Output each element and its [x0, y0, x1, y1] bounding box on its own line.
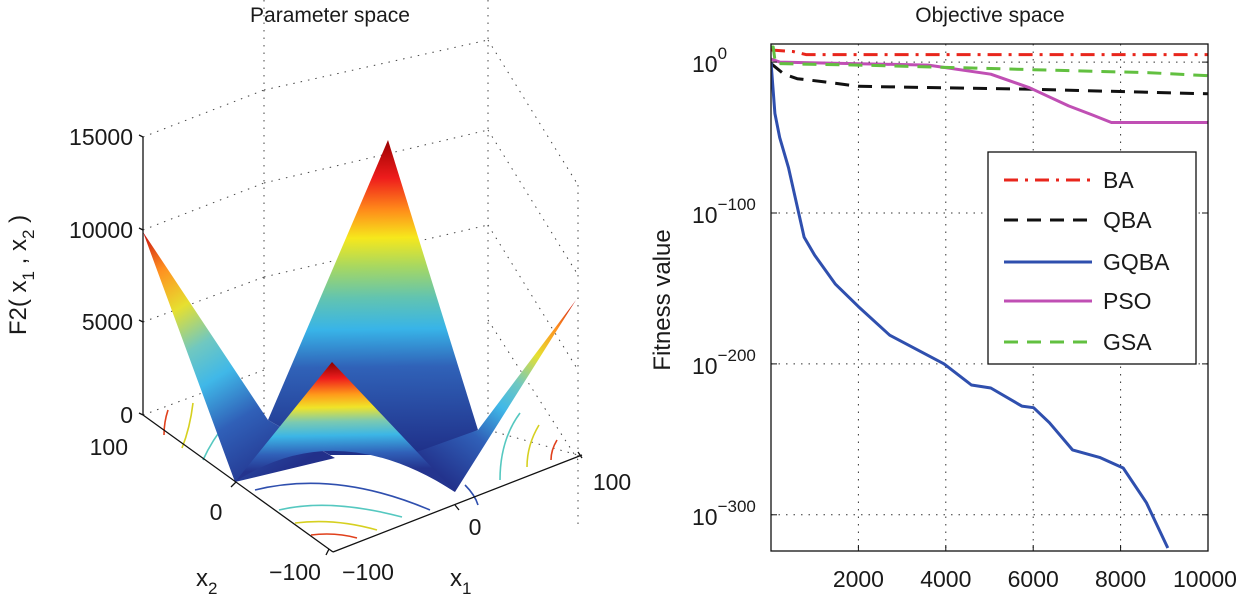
y-tick-label: −100	[269, 559, 321, 585]
legend-label-pso: PSO	[1103, 288, 1152, 314]
plot-frame	[770, 43, 1209, 552]
y-tick-label: 10−300	[692, 497, 756, 530]
z-axis-label: F2( x1 , x2 )	[5, 215, 38, 335]
legend-label-gqba: GQBA	[1103, 249, 1170, 275]
surface-grid	[142, 0, 579, 530]
x-tick-label: −100	[342, 559, 394, 585]
legend-label-qba: QBA	[1103, 207, 1152, 233]
x-tick-label: 100	[593, 469, 631, 495]
y-ticks: 100 10−100 10−200 10−300	[692, 44, 1208, 530]
x-tick-label: 0	[469, 514, 482, 540]
x-ticks: 2000 4000 6000 8000 10000	[833, 545, 1237, 592]
z-tick-label: 0	[120, 402, 133, 428]
line-plot: Objective space 100 10−100 10−200 10−300 20…	[649, 4, 1237, 592]
z-tick-label: 10000	[69, 217, 133, 243]
legend-box	[987, 151, 1197, 365]
y-tick-label: 100	[90, 434, 128, 460]
x-tick-label: 8000	[1095, 566, 1146, 592]
series-gsa-line	[771, 45, 1208, 78]
z-tick-label: 15000	[69, 124, 133, 150]
y-tick-label: 10−200	[692, 346, 756, 379]
surface-left-face	[143, 232, 335, 482]
surface-plot: Parameter space	[5, 0, 631, 598]
base-contours	[163, 402, 558, 539]
legend-label-gsa: GSA	[1103, 329, 1152, 355]
y-tick-label: 10−100	[692, 195, 756, 228]
x-tick-label: 6000	[1008, 566, 1059, 592]
y-axis-label: Fitness value	[649, 229, 676, 370]
legend-label-ba: BA	[1103, 167, 1134, 193]
series-lines	[771, 45, 1208, 549]
series-ba-line	[771, 48, 1208, 57]
series-qba-line	[771, 62, 1208, 96]
surface-right-face	[400, 300, 576, 492]
surface-title: Parameter space	[250, 4, 410, 27]
y-tick-label: 100	[692, 44, 727, 77]
z-tick-label: 5000	[82, 309, 133, 335]
x-tick-label: 4000	[920, 566, 971, 592]
x-tick-label: 2000	[833, 566, 884, 592]
x-tick-label: 10000	[1173, 566, 1237, 592]
surface-front-face	[235, 362, 455, 492]
y-tick-label: 0	[210, 499, 223, 525]
x1-axis-label: x1	[450, 565, 471, 598]
surface-axes	[138, 134, 583, 556]
x2-axis-label: x2	[196, 565, 217, 598]
line-title: Objective space	[915, 4, 1064, 27]
legend: BA QBA GQBA PSO GSA	[987, 151, 1197, 365]
series-gqba-line	[771, 61, 1170, 549]
